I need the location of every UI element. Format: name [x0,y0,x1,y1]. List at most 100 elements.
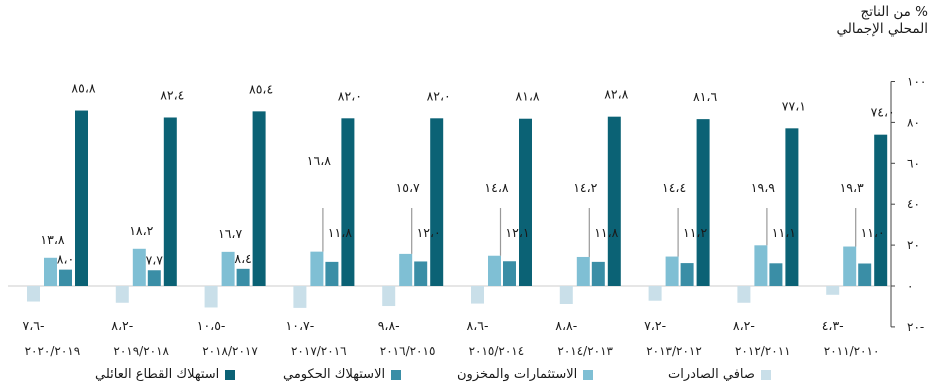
legend-label-investment: الاستثمارات والمخزون [457,367,578,382]
bar-government [236,268,250,286]
y-tick-label: ٢٠- [907,320,924,334]
bar-investment [399,253,413,286]
legend: استهلاك القطاع العائلي الاستهلاك الحكومي… [0,367,942,387]
y-tick-label: ١٠٠ [907,75,926,89]
data-label-net-exports: ٨،٦- [467,318,489,333]
data-label-net-exports: ٧،٢- [644,318,666,333]
bar-net-exports [382,286,396,307]
bar-household [874,134,888,286]
bar-net-exports [559,286,573,304]
x-tick-label: ٢٠٢٠/٢٠١٩ [25,344,81,358]
data-label-investment: ١٤،٤ [662,180,686,195]
data-label-government: ١١،٨ [328,225,352,240]
data-label-investment: ١٤،٨ [484,180,508,195]
data-label-government: ١٢،٠ [417,225,441,240]
legend-swatch-investment [583,369,594,380]
bar-investment [488,255,501,286]
legend-label-household: استهلاك القطاع العائلي [95,367,220,382]
legend-label-government: الاستهلاك الحكومي [283,367,386,382]
bar-investment [44,257,57,286]
bar-investment [576,256,590,286]
data-label-government: ١١،٨ [594,225,618,240]
legend-label-net-exports: صافي الصادرات [668,367,755,382]
y-tick-label: ٢٠ [907,238,920,252]
bar-net-exports [471,286,484,304]
legend-item-household-consumption: استهلاك القطاع العائلي [95,367,236,382]
y-axis-unit-line-1: % من الناتج [860,4,928,20]
bar-government [503,261,516,286]
x-tick-label: ٢٠١٨/٢٠١٧ [202,344,258,358]
bar-household [607,116,621,286]
bar-government [769,263,783,286]
data-label-net-exports: ٨،٢- [733,318,755,333]
data-label-net-exports: ٧،٦- [23,318,45,333]
data-label-household: ٨١،٦ [693,89,717,104]
data-label-investment: ١٩،٩ [751,180,775,195]
data-label-net-exports: ١٠،٥- [197,318,226,333]
data-label-government: ٨،٠ [57,252,74,267]
bar-net-exports [826,286,840,295]
bar-government [591,261,605,286]
bar-household [696,119,710,287]
data-label-household: ٨٢،٨ [604,87,628,102]
x-tick-label: ٢٠١٩/٢٠١٨ [113,344,169,358]
legend-item-investment-inventory: الاستثمارات والمخزون [457,367,594,382]
bar-net-exports [27,286,40,302]
x-tick-label: ٢٠١٣/٢٠١٢ [646,344,702,358]
data-label-government: ١١،٠ [861,225,885,240]
x-tick-label: ٢٠١٧/٢٠١٦ [291,344,347,358]
data-label-government: ١١،٢ [683,225,707,240]
bar-household [252,111,266,287]
legend-swatch-household [225,369,236,380]
y-tick-label: ٦٠ [907,156,920,170]
y-axis-unit-line-2: المحلي الإجمالي [836,21,928,37]
x-tick-label: ٢٠١١/٢٠١٠ [824,344,880,358]
data-label-government: ١٢،١ [505,225,529,240]
x-tick-label: ٢٠١٥/٢٠١٤ [469,344,525,358]
bar-government [858,263,872,286]
data-label-investment: ١٣،٨ [40,232,64,247]
data-label-household: ٨٥،٤ [249,81,273,96]
data-label-household: ٧٧،١ [782,98,806,113]
x-tick-label: ٢٠١٦/٢٠١٥ [380,344,436,358]
data-label-government: ١١،١ [772,225,796,240]
data-label-government: ٨،٤ [234,251,251,266]
data-label-net-exports: ٨،٨- [555,318,577,333]
bar-household [785,128,799,286]
bar-government [680,263,694,286]
data-label-investment: ١٥،٧ [396,180,420,195]
data-label-net-exports: ٩،٨- [378,318,400,333]
bar-investment [221,251,235,286]
bar-household [341,118,355,286]
data-label-household: ٨٢،٠ [338,88,362,103]
bar-investment [754,245,768,286]
bar-household [163,117,177,286]
data-label-household: ٨٢،٠ [427,88,451,103]
legend-swatch-net-exports [760,369,771,380]
y-axis-unit-label: % من الناتج المحلي الإجمالي [808,4,928,38]
y-tick-label: ٠ [907,279,913,293]
data-label-net-exports: ٤،٣- [822,318,844,333]
bar-net-exports [648,286,662,301]
data-label-government: ٧،٧ [146,252,164,267]
bar-net-exports [115,286,129,303]
bar-government [59,269,72,286]
bar-household [75,110,88,286]
bar-investment [310,251,324,286]
bar-investment [665,256,679,286]
data-label-household: ٨١،٨ [515,89,539,104]
data-label-household: ٨٢،٤ [160,87,184,102]
bar-net-exports [737,286,751,303]
bar-investment [132,248,146,286]
legend-item-government-consumption: الاستهلاك الحكومي [283,367,402,382]
data-label-investment: ١٤،٢ [573,180,597,195]
x-tick-label: ٢٠١٢/٢٠١١ [735,344,791,358]
y-tick-label: ٨٠ [907,115,920,129]
bar-government [147,270,161,286]
bar-net-exports [204,286,218,308]
bar-government [414,261,428,286]
data-label-net-exports: ١٠،٧- [286,318,315,333]
legend-swatch-government [391,369,402,380]
bar-household [519,118,532,287]
data-label-investment: ١٦،٨ [307,153,331,168]
